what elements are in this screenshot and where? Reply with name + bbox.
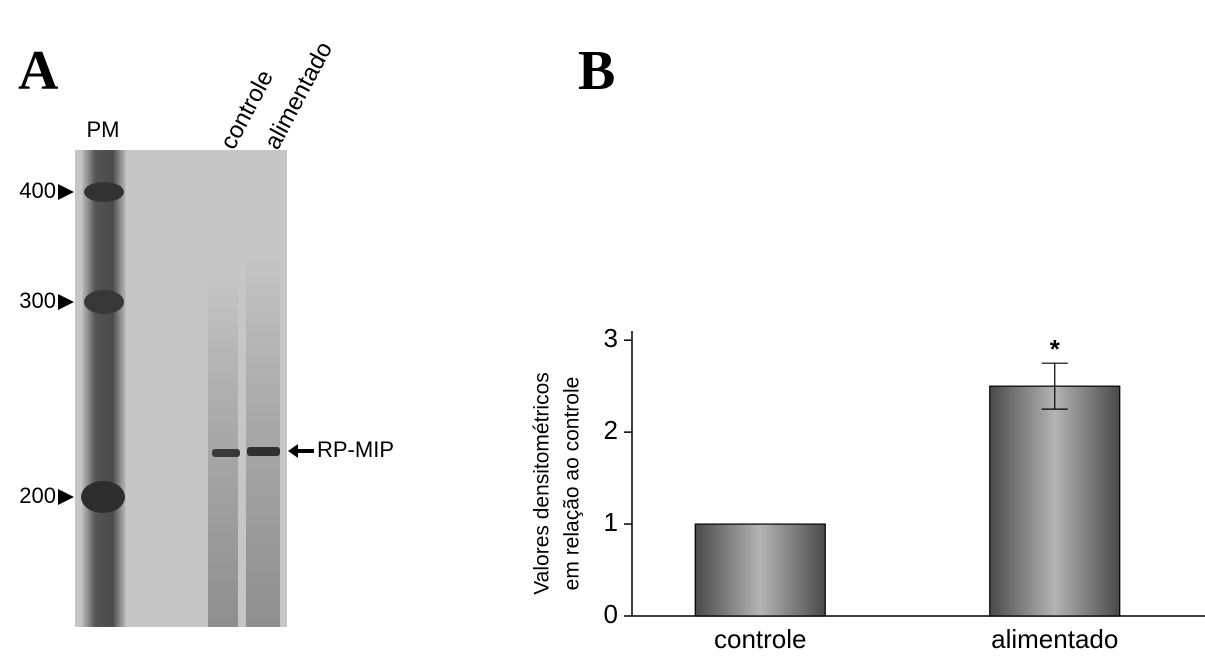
lane-label: alimentado [259, 37, 338, 153]
gel-band [247, 447, 280, 456]
panel-label: B [578, 40, 615, 102]
marker-label: 300 [19, 288, 56, 313]
band-label: RP-MIP [317, 437, 394, 462]
annotation: * [1050, 334, 1061, 364]
chart: 0 1 2 3 Valores densitométricos em relação ao… [531, 323, 1205, 654]
x-tick-label: alimentado [991, 624, 1118, 654]
gel-band [84, 290, 124, 314]
gel-lane [246, 260, 280, 627]
panel-label: A [18, 40, 59, 102]
marker-arrow [58, 184, 74, 505]
x-tick-label: controle [714, 624, 807, 654]
y-axis-label: Valores densitométricos [531, 372, 554, 595]
gel-band [84, 182, 124, 202]
gel-band [81, 481, 125, 513]
gel-lane [82, 150, 126, 627]
marker-label: 200 [19, 483, 56, 508]
y-tick-label: 2 [604, 415, 618, 445]
figure: A PM controle alimentado 400 300 200 RP-… [0, 0, 1205, 657]
marker-label: 400 [19, 178, 56, 203]
y-axis-label: em relação ao controle [561, 377, 584, 591]
bar [695, 524, 825, 616]
y-tick-label: 0 [604, 599, 618, 629]
band-arrow [288, 444, 314, 458]
gel-band [212, 449, 240, 457]
y-tick-label: 3 [604, 323, 618, 353]
lane-label: PM [87, 117, 120, 142]
bar [990, 386, 1120, 616]
y-tick-label: 1 [604, 507, 618, 537]
